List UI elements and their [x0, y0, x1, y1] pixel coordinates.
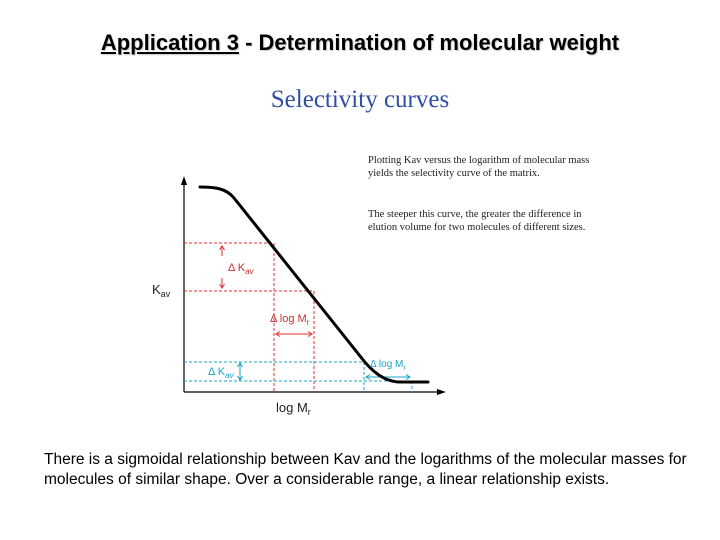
red-delta-kav-arrow — [219, 245, 225, 289]
blue-delta-logm-arrow — [365, 374, 411, 380]
y-axis-arrow — [181, 176, 187, 185]
selectivity-curve — [198, 185, 430, 384]
blue-delta-logm-label: Δ log Mr — [370, 359, 406, 372]
explanation-caption: There is a sigmoidal relationship betwee… — [44, 451, 687, 488]
blue-delta-kav-arrow — [237, 362, 243, 381]
red-guides — [184, 242, 315, 392]
note-steepness: The steeper this curve, the greater the … — [368, 209, 586, 233]
red-delta-logm-arrow — [275, 331, 313, 337]
red-delta-kav-label: Δ Kav — [228, 262, 255, 276]
title-separator: - — [238, 30, 259, 55]
y-axis-label: Kav — [152, 282, 171, 299]
x-axis-label: log Mr — [276, 400, 311, 417]
title-application-number: Application 3 — [100, 30, 239, 55]
slide-title: Application 3 - Determination of molecul… — [0, 30, 720, 56]
title-topic: Determination of molecular weight — [258, 30, 620, 55]
blue-delta-kav-label: Δ Kav — [208, 366, 235, 380]
diagram-title: Selectivity curves — [270, 86, 450, 113]
note-plotting: Plotting Kav versus the logarithm of mol… — [368, 155, 590, 179]
x-axis-arrow — [437, 389, 446, 395]
red-delta-logm-label: Δ log Mr — [270, 313, 310, 327]
